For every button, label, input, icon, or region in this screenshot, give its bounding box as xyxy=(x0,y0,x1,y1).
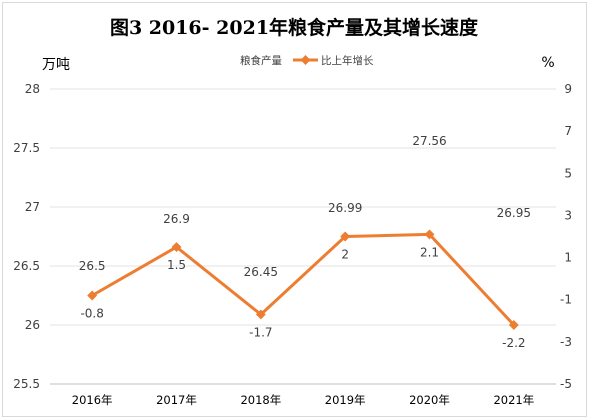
growth-series xyxy=(87,229,519,330)
legend-label-growth: 比上年增长 xyxy=(321,54,374,67)
category-label: 2019年 xyxy=(325,393,366,407)
growth-line xyxy=(91,232,515,327)
growth-value-label: -0.8 xyxy=(80,307,103,321)
legend: 粮食产量 比上年增长 xyxy=(240,54,374,67)
growth-value-label: -2.2 xyxy=(502,336,525,350)
production-value-label: 26.5 xyxy=(79,259,106,273)
growth-marker xyxy=(171,242,182,252)
production-value-label: 26.99 xyxy=(328,201,362,215)
category-axis: 2016年 2017年 2018年 2019年 2020年 2021年 xyxy=(72,393,534,407)
growth-value-label: -1.7 xyxy=(249,325,272,339)
growth-marker xyxy=(340,231,351,242)
growth-value-label: 1.5 xyxy=(167,258,186,272)
growth-marker xyxy=(424,229,435,240)
right-tick-label: -3 xyxy=(560,335,572,349)
chart-title: 图3 2016- 2021年粮食产量及其增长速度 xyxy=(110,16,479,39)
growth-value-label: 2.1 xyxy=(420,245,439,259)
legend-label-production: 粮食产量 xyxy=(240,54,282,67)
category-label: 2017年 xyxy=(156,393,197,407)
right-axis-ticks: -5 -3 -1 1 3 5 7 9 xyxy=(560,82,572,391)
category-label: 2016年 xyxy=(72,393,113,407)
category-label: 2018年 xyxy=(240,393,281,407)
growth-value-label: 2 xyxy=(341,248,349,262)
gridlines xyxy=(50,88,556,385)
growth-marker xyxy=(255,309,266,320)
left-axis-ticks: 25.5 26 26.5 27 27.5 28 xyxy=(13,82,40,391)
left-tick-label: 26 xyxy=(25,318,40,332)
left-tick-label: 28 xyxy=(25,82,40,96)
right-tick-label: 9 xyxy=(564,82,572,96)
legend-marker-growth xyxy=(300,55,311,65)
left-tick-label: 25.5 xyxy=(13,377,40,391)
right-tick-label: -1 xyxy=(560,293,572,307)
left-tick-label: 26.5 xyxy=(13,259,40,273)
right-tick-label: 7 xyxy=(564,124,572,138)
chart: 图3 2016- 2021年粮食产量及其增长速度 万吨 % 粮食产量 比上年增长… xyxy=(13,16,572,407)
category-label: 2021年 xyxy=(493,393,534,407)
right-tick-label: 3 xyxy=(564,208,572,222)
left-axis-unit: 万吨 xyxy=(42,57,70,73)
category-label: 2020年 xyxy=(409,393,450,407)
growth-marker xyxy=(508,320,519,330)
right-tick-label: -5 xyxy=(560,377,572,391)
left-tick-label: 27 xyxy=(25,200,40,214)
right-axis-unit: % xyxy=(541,55,554,71)
production-value-label: 26.45 xyxy=(244,265,278,279)
data-labels: 26.5 26.9 26.45 26.99 27.56 26.95 -0.8 1.5 -1.7 2… xyxy=(79,134,531,350)
production-value-label: 26.9 xyxy=(163,212,190,226)
right-tick-label: 1 xyxy=(564,251,572,265)
left-tick-label: 27.5 xyxy=(13,141,40,155)
production-value-label: 26.95 xyxy=(497,206,531,220)
production-value-label: 27.56 xyxy=(412,134,446,148)
right-tick-label: 5 xyxy=(564,166,572,180)
